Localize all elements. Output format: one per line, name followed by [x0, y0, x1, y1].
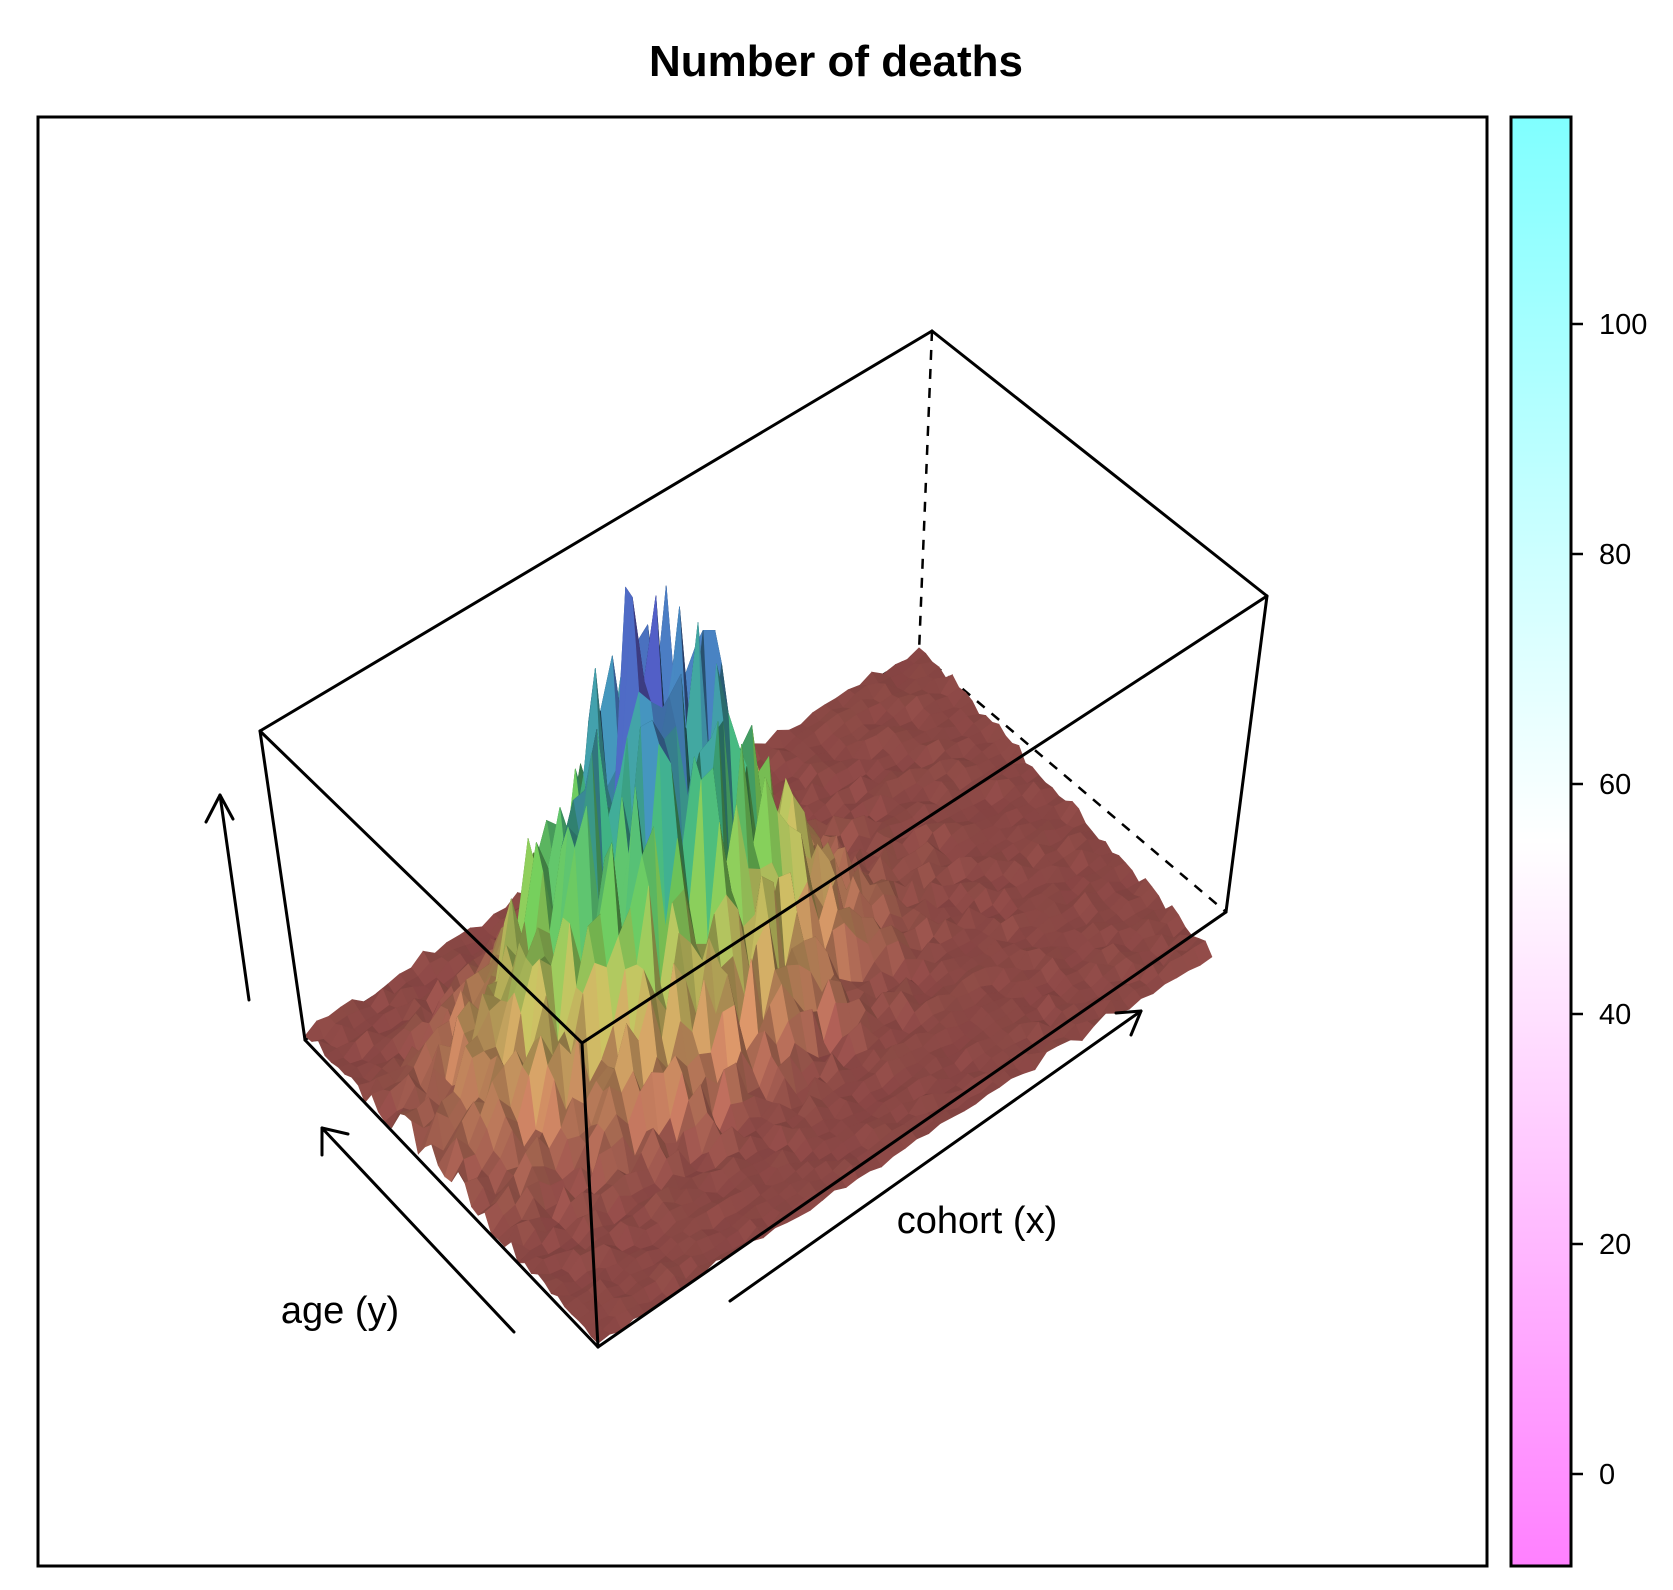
box-edge-right-vertical	[1224, 594, 1269, 914]
box-edge-top-left	[258, 729, 584, 1045]
plot-frame	[36, 115, 1489, 1568]
chart-title: Number of deaths	[649, 37, 1023, 86]
box-edges	[258, 329, 1269, 1349]
age-axis-arrow-icon	[320, 1126, 516, 1334]
surface-facet	[590, 1329, 611, 1344]
colorkey-tick-label: 0	[1599, 1459, 1615, 1491]
axis-arrows	[204, 793, 1143, 1334]
box-edge-top-back	[258, 329, 934, 733]
cohort-axis-arrow-icon	[728, 1009, 1143, 1303]
colorkey-tick-label: 100	[1599, 309, 1647, 341]
colorkey-tick-label: 80	[1599, 539, 1631, 571]
colorkey-tick-label: 40	[1599, 999, 1631, 1031]
box-edge-top-right	[930, 329, 1269, 598]
box-edge-front-vertical	[580, 1041, 600, 1349]
colorkey-tick-label: 20	[1599, 1229, 1631, 1261]
colorkey-bar	[1509, 115, 1573, 1568]
x-axis-label: cohort (x)	[897, 1200, 1057, 1242]
box-edge-top-front	[580, 594, 1269, 1045]
box-edge-bottom-left	[303, 1038, 600, 1349]
box-edge-left-vertical	[258, 729, 307, 1042]
colorkey-ticks: 0 20 40 60 80 100	[1571, 309, 1647, 1491]
y-axis-label: age (y)	[281, 1290, 399, 1332]
z-axis-arrow-icon	[204, 793, 251, 1002]
colorkey-tick-label: 60	[1599, 769, 1631, 801]
box-hidden-edge-vertical	[917, 330, 934, 653]
colorkey: 0 20 40 60 80 100	[1509, 115, 1647, 1568]
box-edge-bottom-right	[596, 910, 1228, 1349]
surface	[304, 585, 1213, 1344]
